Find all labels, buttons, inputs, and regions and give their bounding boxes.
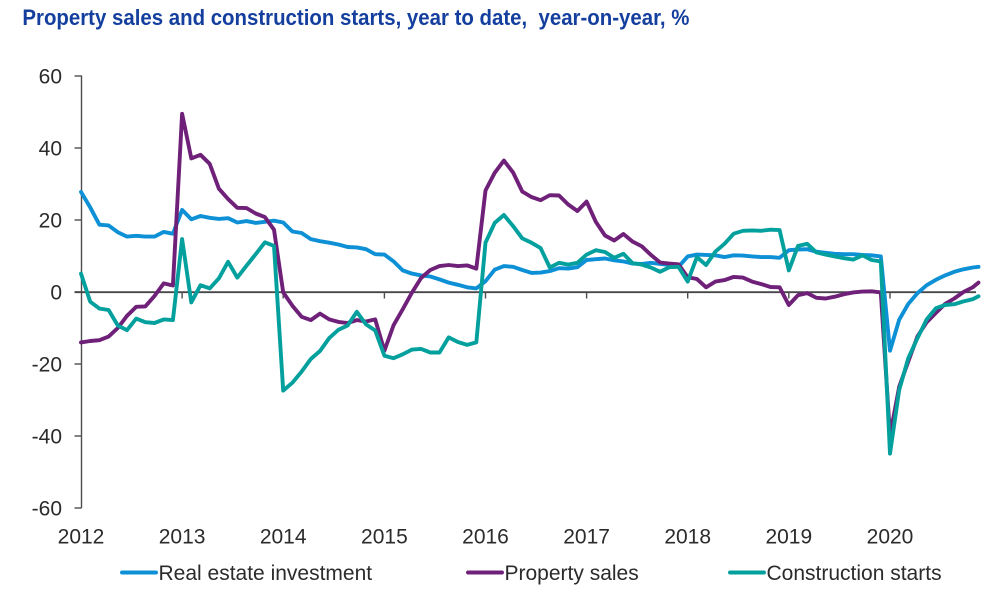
svg-text:Property sales and constructio: Property sales and construction starts, … [22,5,689,30]
svg-text:2013: 2013 [159,526,206,549]
svg-text:60: 60 [39,66,62,89]
svg-text:-40: -40 [32,426,62,449]
svg-text:2020: 2020 [867,526,914,549]
svg-text:2016: 2016 [462,526,509,549]
svg-text:-20: -20 [32,354,62,377]
svg-text:20: 20 [39,210,62,233]
svg-text:2018: 2018 [664,526,711,549]
svg-text:2019: 2019 [765,526,812,549]
svg-text:2012: 2012 [58,526,105,549]
svg-text:Construction starts: Construction starts [767,562,942,585]
svg-text:-60: -60 [32,498,62,521]
svg-text:2017: 2017 [563,526,610,549]
svg-text:40: 40 [39,138,62,161]
svg-text:2015: 2015 [361,526,408,549]
svg-text:2014: 2014 [260,526,307,549]
svg-text:0: 0 [50,282,62,305]
svg-text:Real estate investment: Real estate investment [159,562,373,585]
svg-text:Property sales: Property sales [505,562,639,585]
